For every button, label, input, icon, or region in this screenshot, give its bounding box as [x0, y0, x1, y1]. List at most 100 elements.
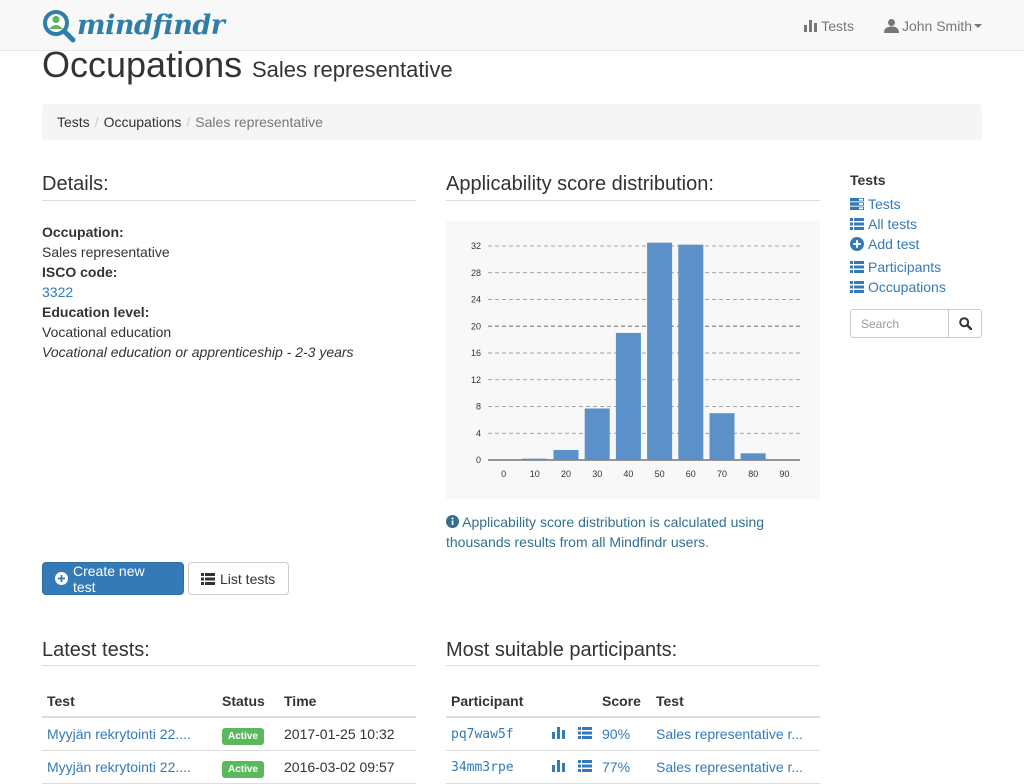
- occupation-label: Occupation:: [42, 224, 124, 240]
- x-tick-label: 80: [748, 469, 758, 479]
- bar: [522, 458, 548, 460]
- occupation-value: Sales representative: [42, 244, 170, 260]
- x-tick-label: 50: [655, 469, 665, 479]
- sidebar-item-tests[interactable]: Tests: [850, 194, 982, 214]
- participants-heading: Most suitable participants:: [446, 639, 678, 661]
- bar: [647, 242, 673, 460]
- search-icon: [958, 317, 972, 330]
- x-tick-label: 30: [592, 469, 602, 479]
- create-new-test-label: Create new test: [73, 562, 145, 595]
- user-name: John Smith: [901, 17, 972, 34]
- education-note: Vocational education or apprenticeship -…: [42, 344, 354, 360]
- magnifier-person-icon: [43, 10, 76, 43]
- y-tick-label: 32: [471, 241, 481, 251]
- page-subtitle: Sales representative: [252, 57, 453, 82]
- nav-tests-label: Tests: [821, 17, 854, 34]
- bar: [740, 453, 766, 460]
- breadcrumb: Tests / Occupations / Sales representati…: [42, 104, 982, 140]
- list-icon[interactable]: [578, 759, 592, 772]
- create-new-test-button[interactable]: Create new test: [42, 562, 184, 595]
- bar: [584, 408, 610, 460]
- breadcrumb-separator: /: [186, 114, 191, 130]
- test-time: 2017-01-25 10:32: [279, 717, 416, 751]
- sidebar-item-participants[interactable]: Participants: [850, 257, 982, 277]
- column-header: Time: [279, 683, 416, 718]
- list-icon[interactable]: [578, 726, 592, 739]
- navbar: mindfindr Tests John Smith: [0, 0, 1024, 51]
- list-tests-button[interactable]: List tests: [188, 562, 289, 595]
- list-icon: [850, 281, 864, 293]
- bar-chart-icon[interactable]: [552, 726, 566, 739]
- bar: [678, 244, 704, 460]
- nav-tests-link[interactable]: Tests: [804, 18, 854, 34]
- y-tick-label: 28: [471, 268, 481, 278]
- y-tick-label: 16: [471, 348, 481, 358]
- test-link[interactable]: Myyjän rekrytointi 22....: [47, 725, 191, 742]
- chart-heading: Applicability score distribution:: [446, 173, 714, 195]
- column-header: Status: [217, 683, 279, 718]
- test-link[interactable]: Sales representative r...: [656, 725, 804, 742]
- y-tick-label: 4: [476, 428, 481, 438]
- latest-tests-table: Test Status Time Myyjän rekrytointi 22..…: [42, 683, 416, 784]
- y-tick-label: 20: [471, 321, 481, 331]
- breadcrumb-occupations[interactable]: Occupations: [103, 114, 182, 130]
- tasks-icon: [850, 198, 864, 210]
- page-header: Occupations Sales representative: [42, 44, 453, 86]
- bar: [615, 332, 641, 460]
- score-link[interactable]: 77%: [602, 758, 631, 775]
- isco-code-link[interactable]: 3322: [42, 284, 74, 300]
- isco-label: ISCO code:: [42, 264, 118, 280]
- y-tick-label: 24: [471, 295, 481, 305]
- list-icon: [850, 261, 864, 273]
- brand-logo[interactable]: mindfindr: [42, 9, 225, 43]
- chart-info-note: Applicability score distribution is calc…: [446, 512, 816, 552]
- search-input[interactable]: Search: [850, 309, 949, 338]
- sidebar-item-label: Participants: [868, 259, 942, 275]
- y-tick-label: 8: [476, 402, 481, 412]
- sidebar-item-label: Add test: [868, 236, 920, 252]
- participant-link[interactable]: pq7waw5f: [451, 727, 514, 743]
- column-header: Test: [651, 683, 820, 718]
- table-row: Myyjän rekrytointi 22.... Active 2017-01…: [42, 717, 416, 751]
- sidebar-item-all-tests[interactable]: All tests: [850, 214, 982, 234]
- sidebar-item-label: All tests: [868, 216, 918, 232]
- table-header-row: Test Status Time: [42, 683, 416, 718]
- divider: [446, 665, 820, 666]
- sidebar-item-label: Tests: [868, 196, 901, 212]
- status-badge: Active: [222, 760, 265, 778]
- bar-chart-icon: [804, 19, 818, 32]
- x-tick-label: 20: [561, 469, 571, 479]
- x-tick-label: 40: [623, 469, 633, 479]
- column-header: Participant: [446, 683, 542, 718]
- chart-info-text: Applicability score distribution is calc…: [446, 514, 765, 550]
- test-link[interactable]: Sales representative r...: [656, 758, 804, 775]
- plus-circle-icon: [55, 572, 68, 585]
- participants-table: Participant Score Test pq7waw5f 90% Sale…: [446, 683, 820, 784]
- bar-chart-icon[interactable]: [552, 759, 566, 772]
- x-tick-label: 90: [779, 469, 789, 479]
- x-tick-label: 70: [717, 469, 727, 479]
- y-tick-label: 12: [471, 375, 481, 385]
- table-header-row: Participant Score Test: [446, 683, 820, 718]
- list-icon: [850, 218, 864, 230]
- details-heading: Details:: [42, 173, 109, 195]
- column-header: Score: [597, 683, 651, 718]
- search-button[interactable]: [949, 309, 982, 338]
- sidebar-search: Search: [850, 309, 982, 338]
- details-panel: Occupation: Sales representative ISCO co…: [42, 222, 416, 362]
- table-row: Myyjän rekrytointi 22.... Active 2016-03…: [42, 750, 416, 784]
- bar: [709, 413, 735, 460]
- list-tests-label: List tests: [220, 570, 276, 587]
- breadcrumb-current: Sales representative: [195, 114, 323, 130]
- info-circle-icon: [446, 515, 459, 528]
- divider: [446, 200, 820, 201]
- sidebar-item-add-test[interactable]: Add test: [850, 234, 982, 254]
- user-menu[interactable]: John Smith: [883, 17, 982, 34]
- test-time: 2016-03-02 09:57: [279, 750, 416, 784]
- test-link[interactable]: Myyjän rekrytointi 22....: [47, 758, 191, 775]
- breadcrumb-tests[interactable]: Tests: [57, 114, 90, 130]
- page-title: Occupations: [42, 44, 243, 85]
- score-link[interactable]: 90%: [602, 725, 631, 742]
- sidebar-item-occupations[interactable]: Occupations: [850, 277, 982, 297]
- education-label: Education level:: [42, 304, 150, 320]
